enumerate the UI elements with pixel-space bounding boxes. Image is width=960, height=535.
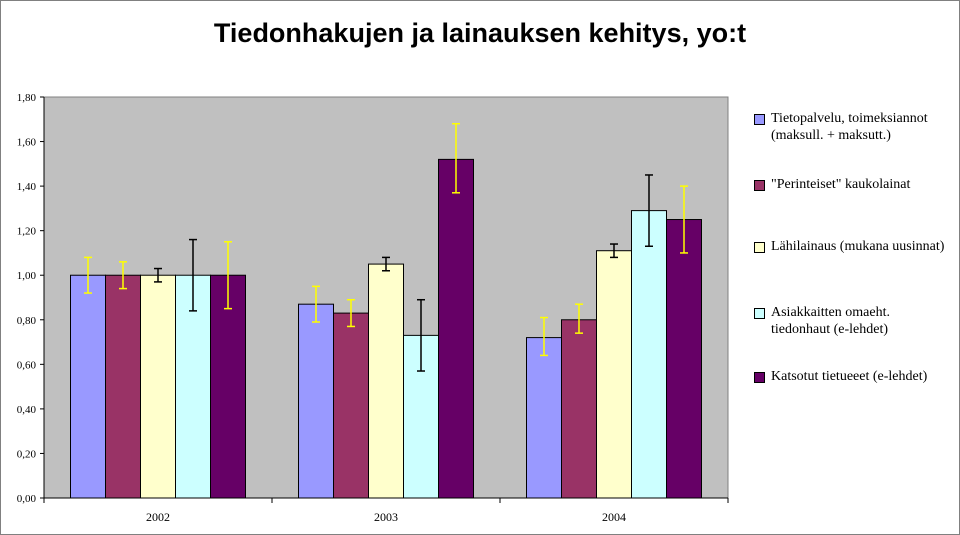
bar	[666, 219, 702, 499]
legend-label: Lähilainaus (mukana uusinnat)	[771, 239, 945, 254]
bar	[298, 303, 334, 499]
y-tick-label: 0,40	[17, 404, 37, 416]
legend-swatch	[754, 308, 765, 319]
y-tick-label: 1,60	[17, 137, 37, 149]
legend-swatch	[754, 114, 765, 125]
bar	[175, 274, 211, 499]
y-tick-label: 1,40	[17, 181, 37, 193]
bar	[631, 210, 667, 499]
legend-swatch	[754, 180, 765, 191]
x-tick-label: 2002	[146, 510, 170, 524]
legend-item: Asiakkaitten omaeht. tiedonhaut (e-lehde…	[754, 304, 890, 338]
y-tick-label: 0,20	[17, 448, 37, 460]
bar	[70, 274, 106, 499]
legend-label: Katsotut tietueeet (e-lehdet)	[771, 369, 928, 384]
bar	[526, 337, 562, 499]
bar	[105, 274, 141, 499]
bar	[333, 312, 369, 499]
bar	[438, 158, 474, 499]
legend-label: Asiakkaitten omaeht. tiedonhaut (e-lehde…	[771, 305, 890, 337]
y-tick-label: 1,20	[17, 226, 37, 238]
legend-item: Lähilainaus (mukana uusinnat)	[754, 238, 944, 255]
bar	[561, 319, 597, 499]
chart-title: Tiedonhakujen ja lainauksen kehitys, yo:…	[213, 18, 747, 48]
legend-swatch	[754, 372, 765, 383]
legend-swatch	[754, 242, 765, 253]
y-tick-label: 0,80	[17, 315, 37, 327]
legend-item: Katsotut tietueeet (e-lehdet)	[754, 368, 927, 385]
x-tick-label: 2003	[374, 510, 398, 524]
bar	[140, 274, 176, 499]
bar	[368, 263, 404, 499]
legend-item: Tietopalvelu, toimeksiannot (maksull. + …	[754, 110, 928, 144]
y-tick-label: 0,60	[17, 359, 37, 371]
y-tick-label: 0,00	[17, 493, 37, 505]
y-tick-label: 1,80	[17, 92, 37, 104]
bar	[596, 250, 632, 499]
legend-item: "Perinteiset" kaukolainat	[754, 176, 910, 193]
x-tick-label: 2004	[602, 510, 626, 524]
y-tick-label: 1,00	[17, 270, 37, 282]
bar	[210, 274, 246, 499]
legend-label: "Perinteiset" kaukolainat	[771, 177, 911, 192]
legend-label: Tietopalvelu, toimeksiannot (maksull. + …	[771, 111, 928, 143]
